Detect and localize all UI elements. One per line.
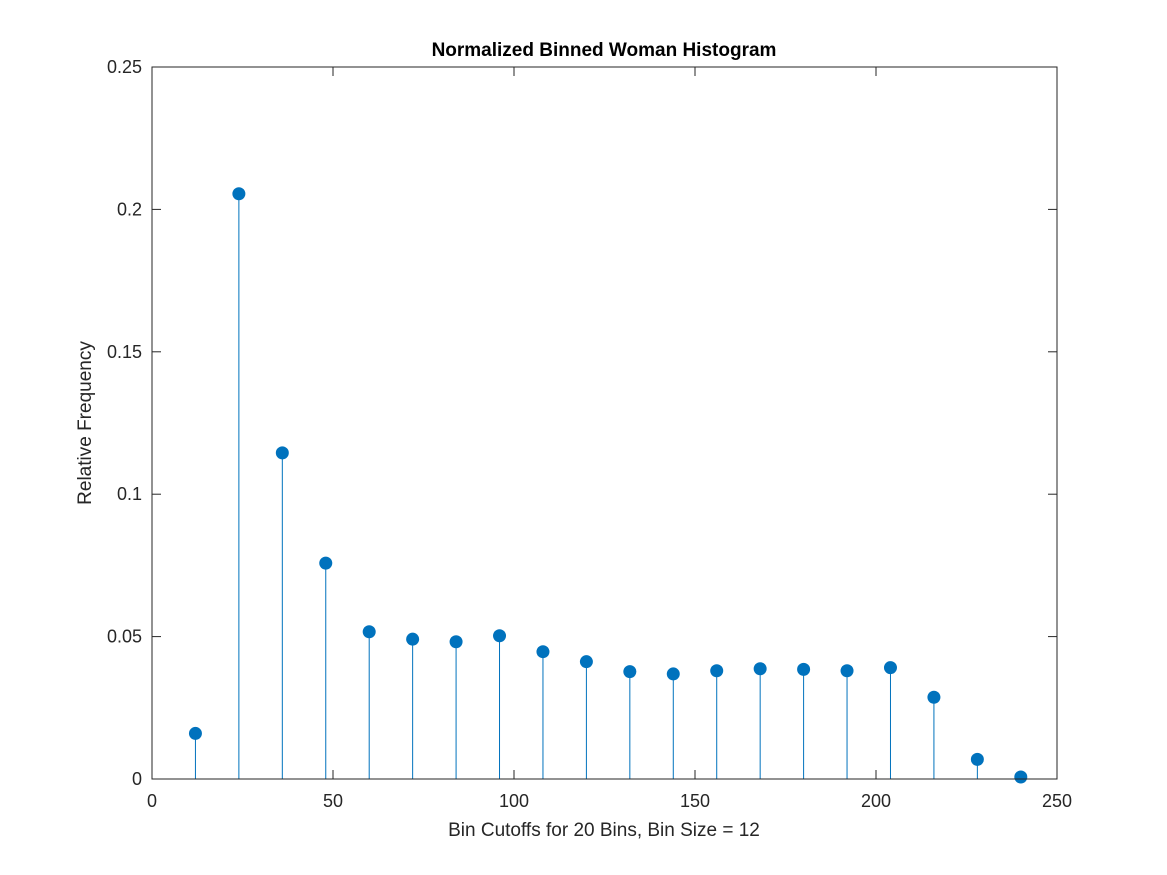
x-tick-label: 100: [499, 791, 529, 811]
stem-marker: [406, 632, 420, 646]
stem-lines: [194, 193, 1022, 779]
stem-marker: [753, 662, 767, 676]
x-tick-label: 50: [323, 791, 343, 811]
stem-marker: [883, 661, 897, 675]
stem-marker: [927, 690, 941, 704]
stem-marker: [536, 645, 550, 659]
stem-marker: [232, 187, 246, 201]
stem-marker: [319, 556, 333, 570]
y-tick-label: 0.25: [107, 57, 142, 77]
y-tick-label: 0.1: [117, 484, 142, 504]
x-tick-label: 0: [147, 791, 157, 811]
stem-marker: [362, 625, 376, 639]
x-tick-label: 200: [861, 791, 891, 811]
chart-title: Normalized Binned Woman Histogram: [432, 40, 777, 61]
x-tick-label: 250: [1042, 791, 1072, 811]
x-axis-ticks: 0 50 100 150 200 250: [147, 67, 1072, 811]
stem-marker: [449, 635, 463, 649]
stem-marker: [579, 655, 593, 669]
stem-marker: [666, 667, 680, 681]
stem-markers: [188, 187, 1028, 784]
stem-marker: [493, 629, 507, 643]
stem-marker: [970, 752, 984, 766]
stem-marker: [623, 665, 637, 679]
stem-marker: [1014, 770, 1028, 784]
x-axis-label: Bin Cutoffs for 20 Bins, Bin Size = 12: [448, 820, 760, 841]
y-axis-label: Relative Frequency: [75, 341, 96, 505]
y-tick-label: 0.15: [107, 342, 142, 362]
y-tick-label: 0: [132, 769, 142, 789]
y-axis-ticks: 0 0.05 0.1 0.15 0.2 0.25: [107, 57, 1057, 789]
y-tick-label: 0.05: [107, 627, 142, 647]
stem-marker: [840, 664, 854, 678]
stem-marker: [275, 446, 289, 460]
plot-area: [152, 67, 1057, 779]
axes-box: [151, 66, 1058, 780]
stem-marker: [710, 664, 724, 678]
x-tick-label: 150: [680, 791, 710, 811]
stem-marker: [188, 726, 202, 740]
y-tick-label: 0.2: [117, 199, 142, 219]
stem-marker: [797, 662, 811, 676]
